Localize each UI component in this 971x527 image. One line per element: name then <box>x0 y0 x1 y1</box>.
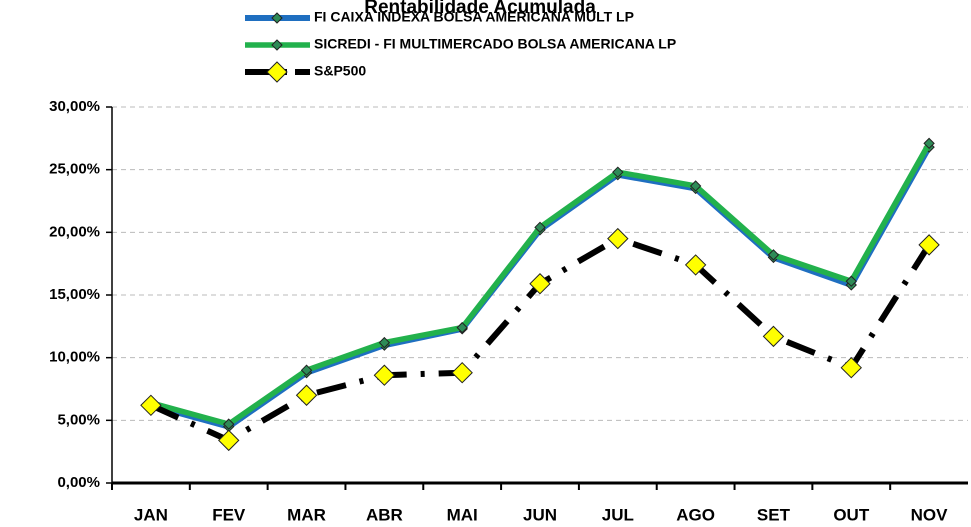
marker <box>762 325 785 348</box>
x-tick-label: MAI <box>447 505 478 524</box>
y-tick-label: 30,00% <box>49 98 100 115</box>
marker <box>223 418 235 430</box>
x-tick-label: JUN <box>523 505 557 524</box>
marker <box>451 361 473 384</box>
marker <box>923 137 935 150</box>
x-tick-label: MAR <box>287 505 326 524</box>
legend-label: FI CAIXA INDEXA BOLSA AMERICANA MULT LP <box>314 9 634 25</box>
marker <box>767 249 780 261</box>
marker <box>456 321 468 334</box>
legend-marker <box>271 12 283 24</box>
marker <box>918 234 940 256</box>
marker <box>218 429 240 452</box>
marker <box>840 356 862 379</box>
legend-label: SICREDI - FI MULTIMERCADO BOLSA AMERICAN… <box>314 36 676 52</box>
x-tick-label: SET <box>757 505 791 524</box>
marker <box>529 273 551 295</box>
legend-marker <box>266 61 288 83</box>
y-tick-label: 5,00% <box>57 411 100 428</box>
y-tick-label: 25,00% <box>49 161 100 178</box>
marker <box>845 275 857 287</box>
legend-marker <box>271 39 283 51</box>
y-tick-label: 10,00% <box>49 349 100 366</box>
chart-title: Rentabilidade Acumulada <box>364 0 596 18</box>
marker <box>689 180 702 192</box>
x-tick-label: FEV <box>212 505 246 524</box>
marker <box>373 364 396 386</box>
marker <box>607 227 629 250</box>
marker <box>612 166 624 178</box>
marker <box>140 394 162 417</box>
marker <box>295 384 318 406</box>
x-tick-label: AGO <box>676 505 715 524</box>
y-tick-label: 20,00% <box>49 223 100 240</box>
marker <box>684 254 707 276</box>
marker <box>300 364 313 376</box>
y-tick-label: 15,00% <box>49 286 100 303</box>
legend-label: S&P500 <box>314 63 366 79</box>
x-tick-label: ABR <box>366 505 403 524</box>
y-tick-label: 0,00% <box>57 474 100 491</box>
x-tick-label: JAN <box>134 505 168 524</box>
marker <box>378 336 391 349</box>
x-tick-label: OUT <box>833 505 870 524</box>
marker <box>534 221 546 234</box>
x-tick-label: JUL <box>602 505 634 524</box>
x-tick-label: NOV <box>911 505 949 524</box>
